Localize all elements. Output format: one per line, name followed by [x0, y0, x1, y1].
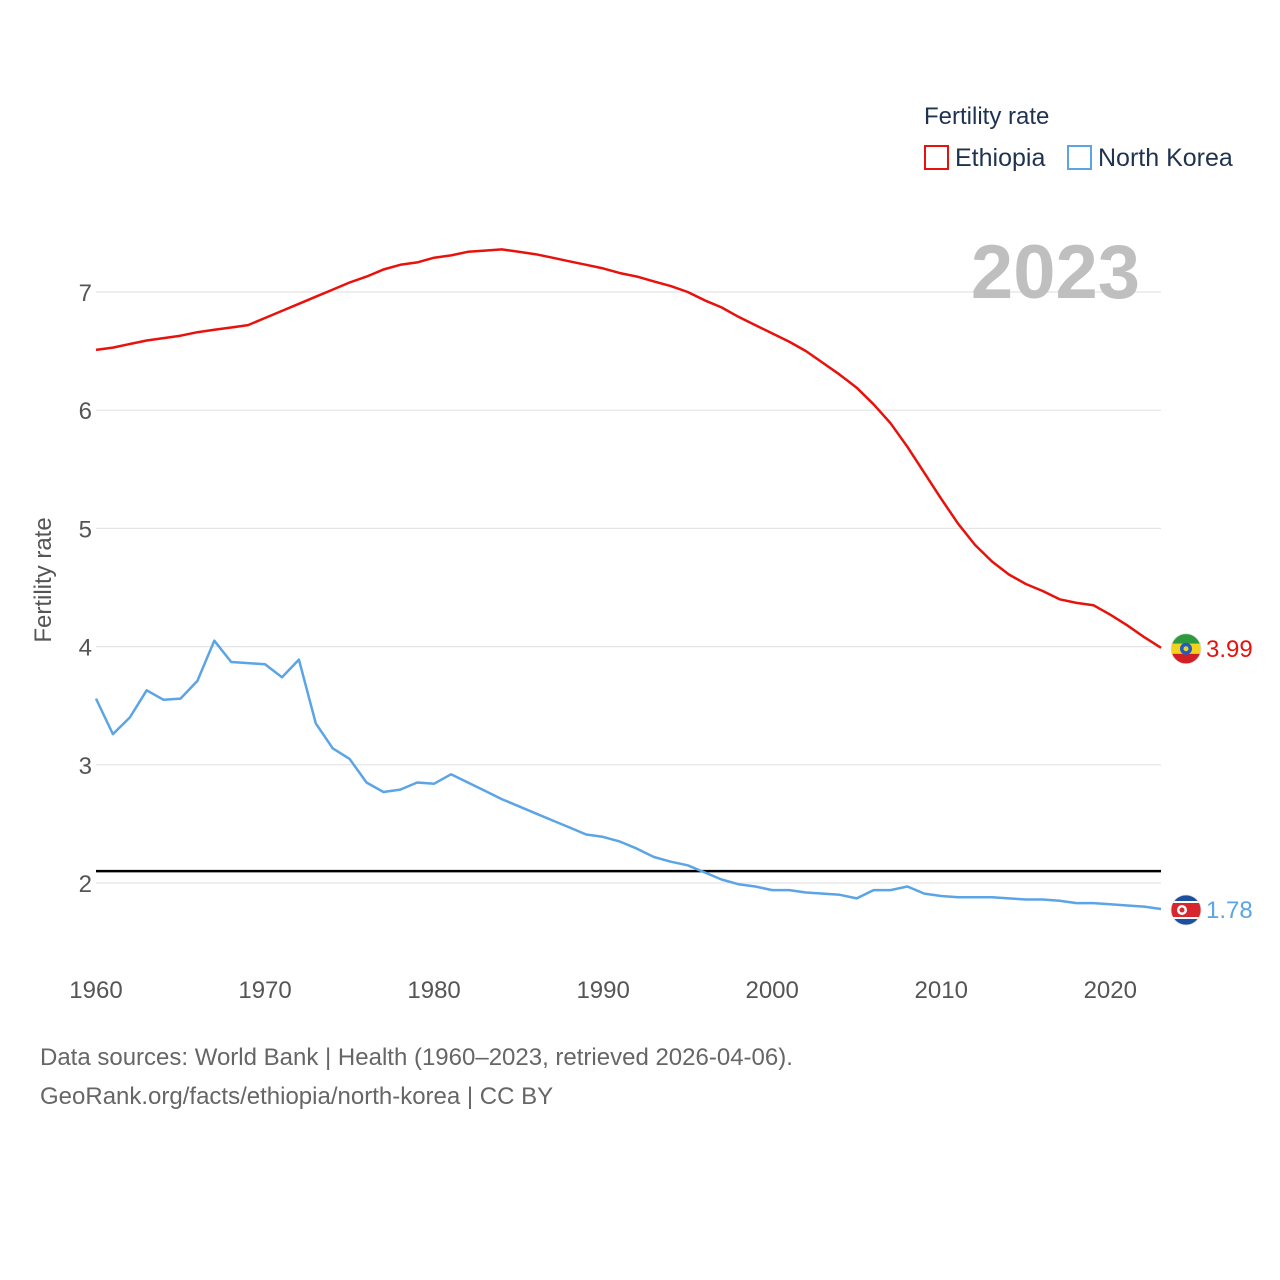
series-lines [94, 248, 1162, 911]
y-tick-4: 4 [79, 635, 92, 662]
legend-label-north-korea: North Korea [1098, 144, 1233, 172]
y-axis-label: Fertility rate [30, 517, 57, 642]
legend-label-ethiopia: Ethiopia [955, 144, 1045, 172]
x-tick-1960: 1960 [69, 977, 122, 1004]
end-markers: 3.99 1.78 [1170, 633, 1253, 926]
y-tick-2: 2 [79, 871, 92, 898]
legend-item-north-korea[interactable]: North Korea [1067, 144, 1233, 172]
y-tick-3: 3 [79, 753, 92, 780]
y-tick-7: 7 [79, 280, 92, 307]
legend-swatch-north-korea [1067, 145, 1092, 170]
y-tick-6: 6 [79, 398, 92, 425]
legend-title: Fertility rate [924, 103, 1049, 130]
x-tick-2000: 2000 [745, 977, 798, 1004]
x-axis-ticks: 1960 1970 1980 1990 2000 2010 2020 [69, 977, 1137, 1004]
series-line-north-korea [94, 639, 1162, 911]
series-line-ethiopia [95, 248, 1162, 649]
y-tick-5: 5 [79, 516, 92, 543]
x-tick-1970: 1970 [238, 977, 291, 1004]
flag-ethiopia-icon [1170, 633, 1202, 665]
gridlines [96, 291, 1161, 884]
year-watermark: 2023 [971, 230, 1140, 315]
legend[interactable]: Fertility rate Ethiopia North Korea [924, 103, 1233, 172]
x-tick-2020: 2020 [1084, 977, 1137, 1004]
end-value-ethiopia: 3.99 [1206, 636, 1253, 663]
end-value-north-korea: 1.78 [1206, 897, 1253, 924]
x-tick-1980: 1980 [407, 977, 460, 1004]
footer-sources: Data sources: World Bank | Health (1960–… [40, 1044, 793, 1071]
x-tick-2010: 2010 [915, 977, 968, 1004]
y-axis-ticks: 2 3 4 5 6 7 [79, 280, 92, 898]
fertility-chart: 2 3 4 5 6 7 1960 1970 1980 1990 2000 2010 2020 Fert… [30, 103, 1253, 1004]
legend-item-ethiopia[interactable]: Ethiopia [924, 144, 1045, 172]
footer-attribution[interactable]: GeoRank.org/facts/ethiopia/north-korea |… [40, 1083, 554, 1110]
flag-north-korea-icon [1170, 894, 1202, 926]
x-tick-1990: 1990 [576, 977, 629, 1004]
legend-swatch-ethiopia [924, 145, 949, 170]
